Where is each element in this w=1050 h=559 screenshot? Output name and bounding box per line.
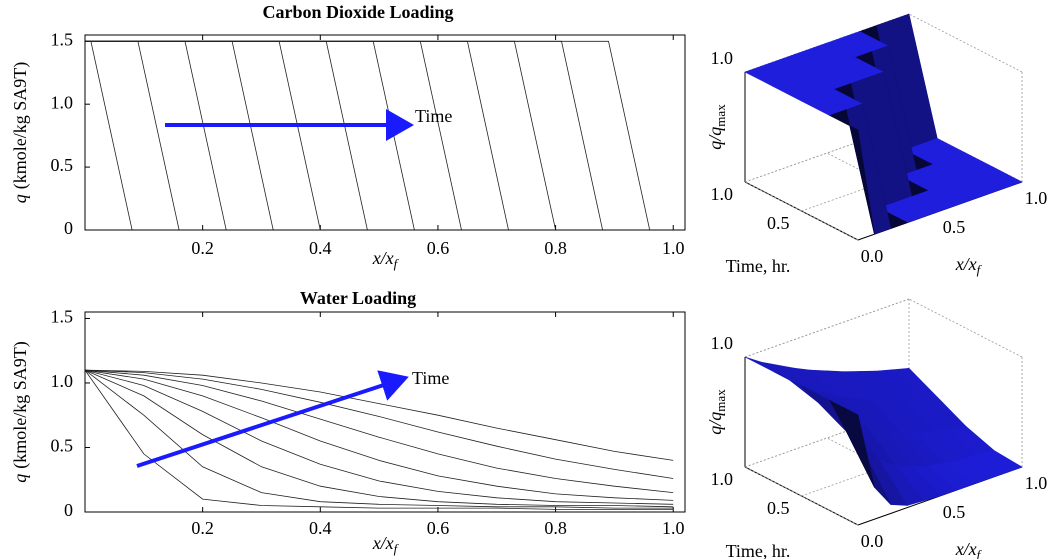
x-axis-sub: f xyxy=(394,256,400,271)
x-tick-label: 0.0 xyxy=(861,531,884,551)
y-axis-unit: (kmole/kg SA9T) xyxy=(10,62,31,190)
x-tick-label: 0.5 xyxy=(943,502,966,522)
x-tick-label: 0.8 xyxy=(544,238,567,258)
x-tick-label: 0.8 xyxy=(544,518,567,538)
surface-cell xyxy=(829,399,875,488)
x-tick-label: 0.2 xyxy=(191,518,214,538)
x-tick-label: 0.4 xyxy=(309,518,332,538)
x-tick-label: 1.0 xyxy=(1025,188,1048,208)
grid-line xyxy=(744,181,859,241)
z-tick-label: 1.0 xyxy=(711,48,734,68)
curve xyxy=(84,369,674,505)
plot-frame xyxy=(84,311,686,513)
x-tick-label: 0.0 xyxy=(861,246,884,266)
z-axis-sub: max xyxy=(713,389,728,412)
grid-line xyxy=(744,466,859,526)
x-axis-main: x/x xyxy=(955,254,977,274)
time-tick-label: 0.5 xyxy=(767,498,790,518)
y-axis-symbol: q xyxy=(10,474,30,483)
x-axis-sub: f xyxy=(977,547,983,559)
curve xyxy=(84,369,674,508)
curve xyxy=(84,369,674,461)
x-axis-main: x/x xyxy=(372,248,394,268)
time-axis-label: Time, hr. xyxy=(726,541,791,559)
z-axis-main: q/q xyxy=(705,412,725,435)
x-tick-label: 0.6 xyxy=(427,238,450,258)
box-edge xyxy=(908,298,1023,358)
z-axis-main: q/q xyxy=(705,127,725,150)
grid-line xyxy=(744,298,910,358)
annotation: Time xyxy=(415,106,452,126)
x-tick-label: 0.6 xyxy=(427,518,450,538)
annotation: Time xyxy=(412,368,449,388)
surface-cell xyxy=(829,109,875,235)
time-axis-label: Time, hr. xyxy=(726,256,791,276)
z-tick-label: 1.0 xyxy=(711,333,734,353)
y-tick-label: 0.5 xyxy=(51,436,74,456)
x-tick-label: 0.4 xyxy=(309,238,332,258)
y-axis-label: q (kmole/kg SA9T) xyxy=(10,62,31,204)
chart-title: Water Loading xyxy=(300,288,416,308)
x-tick-label: 0.5 xyxy=(943,217,966,237)
x-tick-label: 1.0 xyxy=(662,238,685,258)
time-tick-label: 1.0 xyxy=(711,469,734,489)
curve xyxy=(84,369,674,509)
y-tick-label: 1.5 xyxy=(51,29,74,49)
x-tick-label: 0.2 xyxy=(191,238,214,258)
y-axis-symbol: q xyxy=(10,194,30,203)
x-axis-main: x/x xyxy=(955,539,977,559)
x-tick-label: 1.0 xyxy=(1025,473,1048,493)
x-axis-main: x/x xyxy=(372,533,394,553)
time-tick-label: 1.0 xyxy=(711,184,734,204)
plot-frame xyxy=(84,34,686,231)
curve xyxy=(84,369,674,479)
curve xyxy=(84,369,674,493)
x-axis-sub: f xyxy=(977,262,983,277)
x-axis-sub: f xyxy=(394,541,400,556)
y-tick-label: 1.0 xyxy=(51,371,74,391)
x-axis-label: x/xf xyxy=(955,254,983,277)
z-axis-sub: max xyxy=(713,104,728,127)
box-edge xyxy=(908,13,1023,73)
time-arrow xyxy=(136,370,409,468)
curve xyxy=(84,369,674,510)
z-axis-label: q/qmax xyxy=(705,104,728,150)
box-edge xyxy=(744,298,910,358)
time-tick-label: 0.5 xyxy=(767,213,790,233)
y-axis-unit: (kmole/kg SA9T) xyxy=(10,341,31,469)
x-axis-label: x/xf xyxy=(372,248,400,271)
y-tick-label: 0 xyxy=(64,218,73,238)
chart-title: Carbon Dioxide Loading xyxy=(262,2,453,22)
x-tick-label: 1.0 xyxy=(662,518,685,538)
y-tick-label: 1.5 xyxy=(51,307,74,327)
x-axis-label: x/xf xyxy=(955,539,983,559)
y-tick-label: 1.0 xyxy=(51,92,74,112)
y-tick-label: 0 xyxy=(64,500,73,520)
z-axis-label: q/qmax xyxy=(705,389,728,435)
x-axis-label: x/xf xyxy=(372,533,400,556)
y-tick-label: 0.5 xyxy=(51,155,74,175)
y-axis-label: q (kmole/kg SA9T) xyxy=(10,341,31,483)
curve xyxy=(84,369,674,501)
